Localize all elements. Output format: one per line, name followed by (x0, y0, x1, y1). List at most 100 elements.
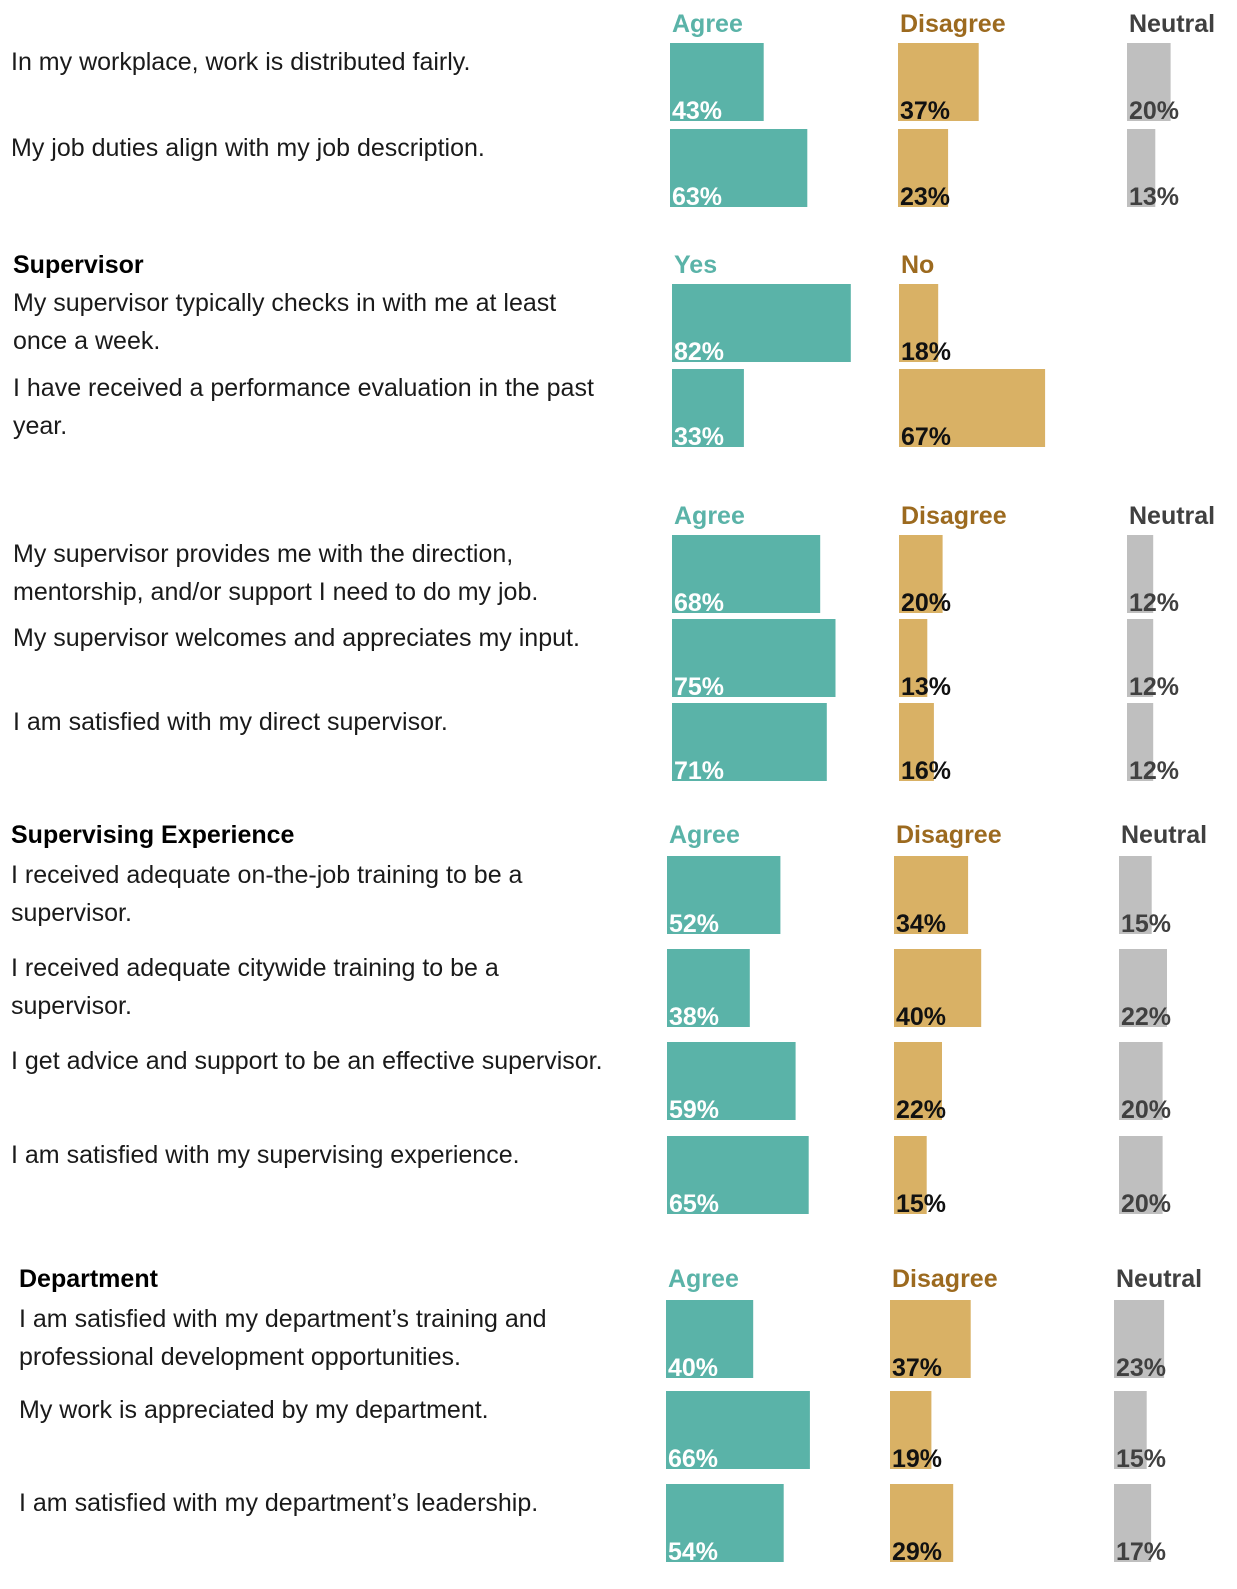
question-text: supervisor. (11, 992, 132, 1020)
question-text: In my workplace, work is distributed fai… (11, 48, 470, 76)
column-header-agree: Agree (672, 10, 743, 38)
data-label-disagree: 22% (896, 1096, 946, 1124)
column-header-neutral: Neutral (1116, 1265, 1202, 1293)
column-header-agree: Agree (674, 502, 745, 530)
question-text: mentorship, and/or support I need to do … (13, 578, 538, 606)
section-1: Agree Disagree Neutral In my workplace, wor… (11, 10, 1215, 211)
data-label-agree: 40% (668, 1354, 718, 1382)
question-row: I am satisfied with my direct supervisor… (13, 703, 1179, 785)
data-label-agree: 38% (669, 1003, 719, 1031)
bar-disagree (899, 703, 934, 781)
data-label-no: 18% (901, 338, 951, 366)
data-label-agree: 63% (672, 183, 722, 211)
bar-disagree (899, 619, 928, 697)
section-title: Supervisor (13, 251, 144, 279)
question-row: I am satisfied with my department’s trai… (19, 1300, 1166, 1382)
question-row: I received adequate on-the-job training … (11, 856, 1171, 938)
bar-neutral (1127, 535, 1154, 613)
bar-neutral (1114, 1484, 1152, 1562)
question-text: My supervisor welcomes and appreciates m… (13, 624, 580, 652)
question-row: My job duties align with my job descript… (11, 129, 1179, 211)
data-label-neutral: 12% (1129, 757, 1179, 785)
bar-neutral (1114, 1391, 1147, 1469)
data-label-neutral: 23% (1116, 1354, 1166, 1382)
data-label-neutral: 12% (1129, 589, 1179, 617)
bar-neutral (1119, 1136, 1163, 1214)
data-label-agree: 71% (674, 757, 724, 785)
data-label-disagree: 16% (901, 757, 951, 785)
question-row: I received adequate citywide training to… (11, 949, 1171, 1031)
bar-agree (667, 949, 750, 1027)
column-header-no: No (901, 251, 934, 279)
bar-agree (672, 703, 827, 781)
bar-neutral (1127, 43, 1171, 121)
column-header-disagree: Disagree (900, 10, 1006, 38)
data-label-disagree: 37% (900, 97, 950, 125)
question-row: In my workplace, work is distributed fai… (11, 43, 1179, 125)
data-label-neutral: 22% (1121, 1003, 1171, 1031)
column-header-agree: Agree (669, 821, 740, 849)
question-text: My supervisor typically checks in with m… (13, 289, 556, 317)
bar-agree (672, 535, 821, 613)
question-text: I have received a performance evaluation… (13, 374, 594, 402)
bar-yes (672, 369, 744, 447)
question-text: professional development opportunities. (19, 1343, 461, 1371)
bar-neutral (1127, 703, 1154, 781)
data-label-agree: 75% (674, 673, 724, 701)
data-label-disagree: 13% (901, 673, 951, 701)
section-title: Supervising Experience (11, 821, 295, 849)
data-label-yes: 82% (674, 338, 724, 366)
bar-disagree (898, 129, 949, 207)
data-label-disagree: 29% (892, 1538, 942, 1566)
data-label-agree: 54% (668, 1538, 718, 1566)
data-label-neutral: 12% (1129, 673, 1179, 701)
column-header-agree: Agree (668, 1265, 739, 1293)
bar-no (899, 284, 939, 362)
question-text: My work is appreciated by my department. (19, 1396, 489, 1424)
column-header-disagree: Disagree (896, 821, 1002, 849)
bar-agree (667, 1136, 809, 1214)
question-text: I received adequate citywide training to… (11, 954, 499, 982)
bar-neutral (1119, 856, 1152, 934)
column-header-neutral: Neutral (1129, 502, 1215, 530)
question-row: I have received a performance evaluation… (13, 369, 1046, 451)
bar-agree (666, 1484, 784, 1562)
question-text: I received adequate on-the-job training … (11, 861, 523, 889)
bar-disagree (894, 1042, 942, 1120)
data-label-neutral: 20% (1121, 1096, 1171, 1124)
column-header-disagree: Disagree (892, 1265, 998, 1293)
section-4: Supervising Experience Agree Disagree Neutr… (11, 821, 1207, 1218)
question-row: I am satisfied with my supervising exper… (11, 1136, 1171, 1218)
question-text: I get advice and support to be an effect… (11, 1047, 603, 1075)
question-text: My job duties align with my job descript… (11, 134, 485, 162)
question-text: once a week. (13, 327, 160, 355)
bar-neutral (1114, 1300, 1165, 1378)
bar-agree (666, 1391, 810, 1469)
bar-agree (666, 1300, 754, 1378)
question-row: I get advice and support to be an effect… (11, 1042, 1171, 1124)
section-5: Department Agree Disagree Neutral I am satis… (19, 1265, 1202, 1566)
question-text: year. (13, 412, 67, 440)
question-row: My supervisor welcomes and appreciates m… (13, 619, 1179, 701)
data-label-neutral: 15% (1116, 1445, 1166, 1473)
column-header-disagree: Disagree (901, 502, 1007, 530)
bar-disagree (894, 856, 969, 934)
question-text: I am satisfied with my department’s lead… (19, 1489, 538, 1517)
bar-disagree (890, 1300, 971, 1378)
bar-agree (670, 129, 808, 207)
bar-disagree (894, 1136, 927, 1214)
data-label-disagree: 20% (901, 589, 951, 617)
data-label-disagree: 15% (896, 1190, 946, 1218)
data-label-disagree: 34% (896, 910, 946, 938)
data-label-disagree: 40% (896, 1003, 946, 1031)
column-header-neutral: Neutral (1129, 10, 1215, 38)
bar-disagree (899, 535, 943, 613)
data-label-neutral: 15% (1121, 910, 1171, 938)
bar-disagree (890, 1391, 932, 1469)
data-label-disagree: 37% (892, 1354, 942, 1382)
data-label-disagree: 19% (892, 1445, 942, 1473)
bar-agree (672, 619, 836, 697)
section-2: Supervisor Yes No My supervisor typically c… (13, 251, 1046, 451)
data-label-agree: 52% (669, 910, 719, 938)
